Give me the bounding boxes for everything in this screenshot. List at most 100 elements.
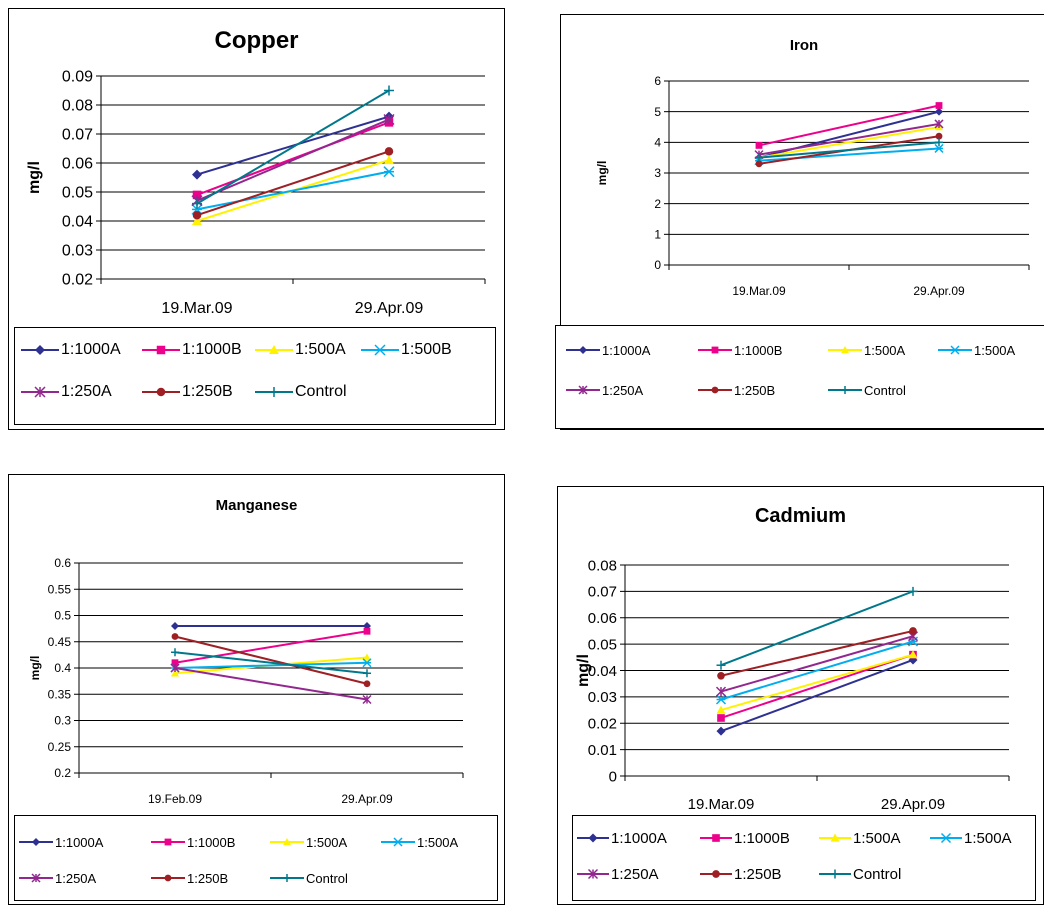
series-4 (715, 636, 919, 705)
legend-label: 1:250A (55, 870, 97, 886)
legend-item: 1:1000A (577, 830, 667, 847)
data-point (384, 155, 394, 165)
y-axis-label: mg/l (575, 654, 592, 687)
legend-item: 1:500A (930, 830, 1012, 847)
legend-item: Control (828, 383, 906, 398)
legend-marker (830, 869, 840, 879)
series-2 (171, 627, 371, 667)
legend-label: 1:1000B (187, 834, 236, 850)
series-line (174, 661, 368, 669)
data-point (363, 653, 371, 661)
legend: 1:1000A 1:1000B 1:500A 1:500A 1:250A 1:250B Co… (555, 325, 1044, 429)
legend-marker (269, 344, 279, 354)
legend-marker (587, 868, 599, 880)
data-point (170, 663, 180, 673)
legend-marker (940, 832, 952, 844)
series-line (720, 653, 914, 719)
legend-item: 1:250A (577, 866, 659, 883)
y-tick-label: 6 (654, 74, 661, 88)
legend-marker (712, 834, 720, 842)
legend-swatch (566, 385, 600, 395)
y-tick-label: 0.5 (54, 609, 71, 623)
series-7 (192, 85, 394, 209)
legend-swatch (700, 834, 732, 842)
legend-label: 1:250B (182, 382, 233, 400)
legend-marker (578, 385, 588, 395)
copper-chart: Copper 0.02 0.03 0.04 0.05 0.06 0.07 0.08 0.09 1… (8, 8, 505, 430)
legend: 1:1000A 1:1000B 1:500A 1:500A 1:250A 1:250B Co… (14, 815, 498, 901)
data-point (363, 669, 371, 678)
legend-label: 1:1000B (734, 829, 790, 847)
legend-marker (31, 873, 41, 883)
legend-item: 1:500B (361, 341, 452, 359)
series-line (758, 126, 940, 159)
chart-title: Copper (214, 27, 299, 54)
y-tick-label: 5 (654, 105, 661, 119)
legend: 1:1000A 1:1000B 1:500A 1:500B 1:250A 1:250B Co… (14, 327, 496, 425)
series-1 (171, 622, 371, 630)
series-line (758, 104, 940, 147)
legend-swatch (828, 386, 862, 395)
y-tick-label: 0.02 (62, 272, 93, 289)
y-tick-label: 0.05 (62, 185, 93, 202)
series-line (196, 118, 390, 202)
legend-label: 1:500B (401, 340, 452, 358)
series-line (196, 89, 390, 205)
legend-label: 1:250A (602, 382, 644, 398)
data-point (192, 216, 202, 225)
y-tick-label: 0.09 (62, 69, 93, 86)
data-point (755, 160, 763, 168)
legend-label: 1:250A (611, 865, 659, 883)
legend-swatch (700, 870, 732, 878)
legend-item: 1:1000B (142, 341, 242, 359)
data-point (934, 119, 944, 129)
data-point (716, 660, 726, 670)
legend-marker (711, 346, 719, 354)
legend-swatch (19, 838, 53, 847)
legend-item: 1:250B (700, 866, 782, 883)
legend-marker (34, 386, 46, 398)
data-point (717, 714, 725, 722)
series-6 (192, 147, 394, 220)
series-4 (754, 143, 944, 166)
legend-swatch (381, 837, 415, 847)
legend-marker (579, 346, 587, 355)
legend-item: Control (270, 871, 348, 886)
y-tick-label: 0.08 (62, 98, 93, 115)
series-line (196, 170, 390, 211)
legend-label: 1:250A (61, 382, 112, 400)
legend-swatch (21, 344, 59, 355)
legend-marker (830, 833, 840, 842)
chart-title: Iron (789, 37, 819, 54)
series-line (720, 635, 914, 693)
legend-swatch (819, 833, 851, 842)
y-tick-label: 0 (654, 258, 661, 272)
data-point (909, 627, 917, 635)
data-point (171, 648, 179, 657)
series-line (174, 635, 368, 685)
y-axis-label: mg/l (595, 161, 609, 186)
data-point (362, 694, 372, 705)
data-point (934, 143, 944, 153)
legend-label: 1:500A (853, 829, 901, 847)
legend-marker (156, 387, 166, 397)
data-point (192, 198, 202, 209)
y-tick-label: 0.45 (48, 635, 72, 649)
y-tick-label: 0.35 (48, 687, 72, 701)
legend-label: Control (306, 870, 348, 886)
legend-label: Control (853, 865, 902, 883)
chart-title: Manganese (215, 497, 298, 514)
y-tick-label: 2 (654, 197, 661, 211)
legend-marker (711, 386, 719, 394)
data-point (384, 85, 394, 96)
legend-item: 1:500A (381, 835, 458, 850)
series-7 (716, 586, 918, 670)
series-line (174, 651, 368, 675)
legend-label: Control (295, 382, 347, 400)
legend-marker (164, 838, 172, 846)
legend-swatch (151, 838, 185, 846)
legend-item: 1:1000A (19, 835, 103, 850)
series-line (720, 653, 914, 712)
legend-swatch (577, 833, 609, 843)
legend-label: 1:1000B (734, 342, 783, 358)
